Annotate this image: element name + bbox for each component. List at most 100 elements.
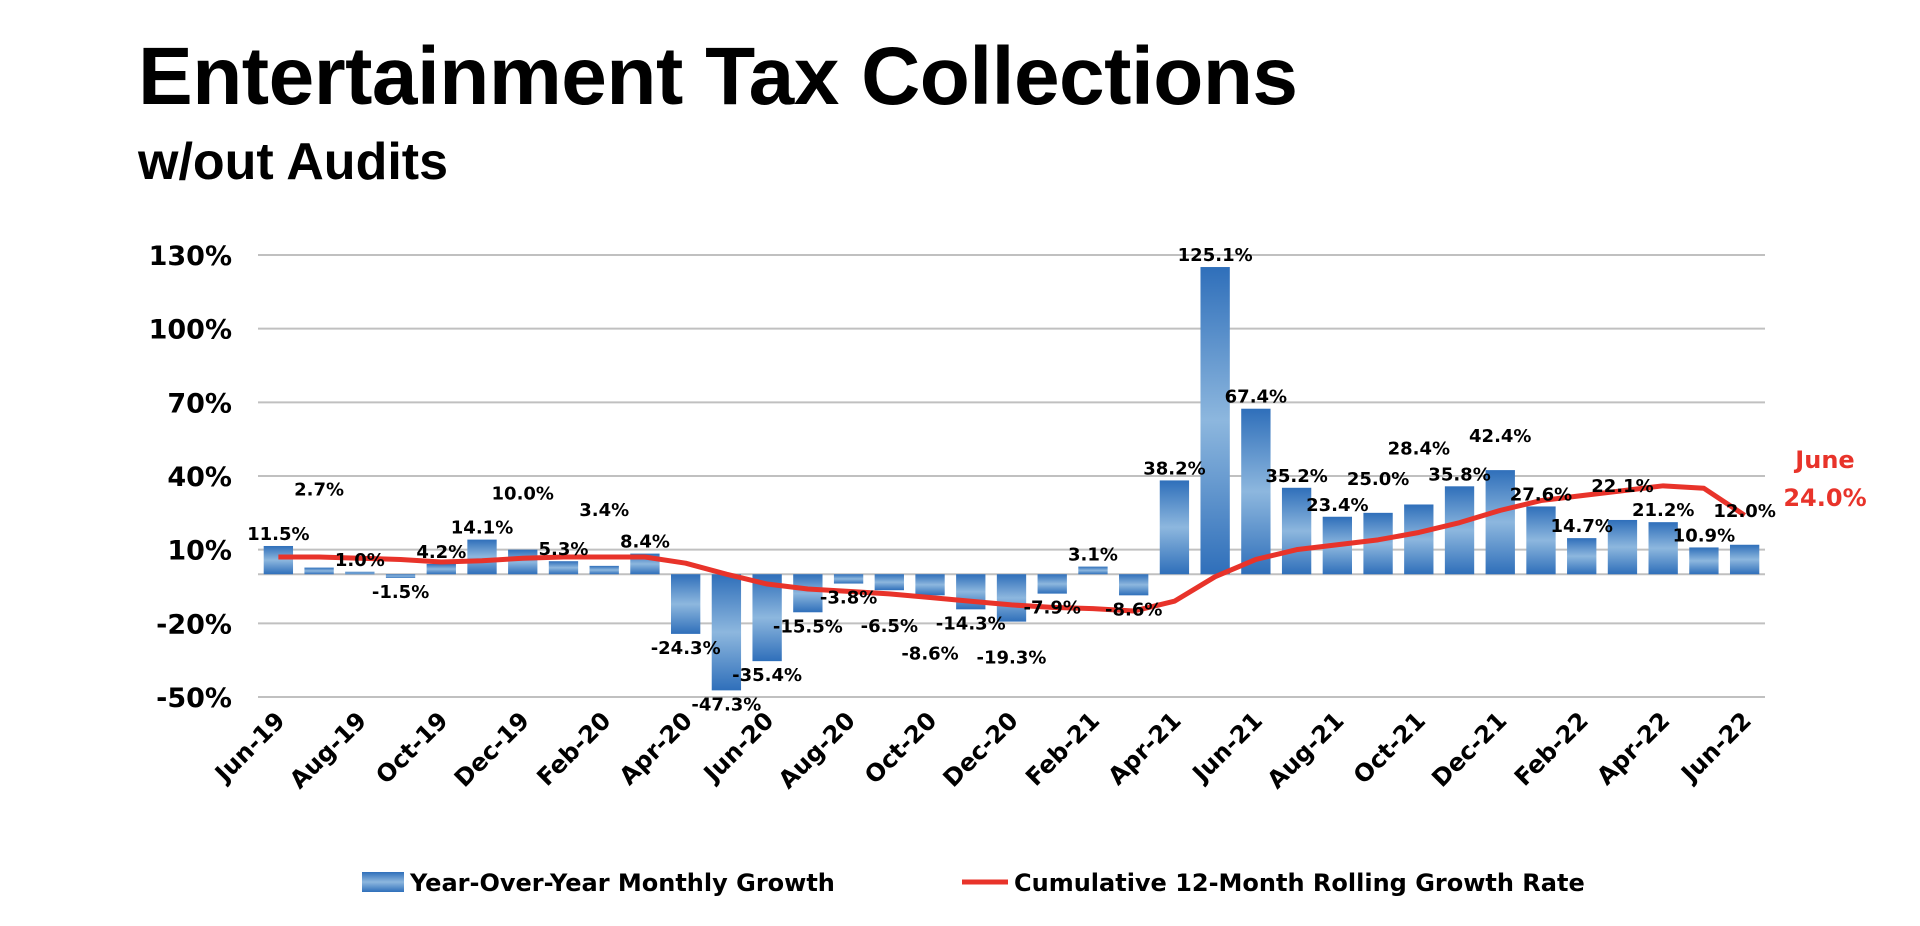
legend: Year-Over-Year Monthly Growth Cumulative…: [362, 869, 1585, 897]
bar-May-22: [1689, 547, 1719, 575]
bar-Feb-20: [589, 565, 619, 575]
bar-Mar-22: [1607, 519, 1638, 575]
data-label: 10.0%: [492, 484, 554, 505]
legend-bar-swatch: [362, 872, 404, 892]
data-label: -8.6%: [901, 643, 958, 664]
bar-Oct-20: [915, 574, 945, 596]
x-tick-label: Aug-19: [284, 706, 372, 794]
x-tick-label: Apr-22: [1591, 706, 1675, 790]
legend-bar-label: Year-Over-Year Monthly Growth: [409, 869, 835, 897]
x-tick-label: Feb-21: [1020, 706, 1105, 791]
data-label: 3.4%: [579, 500, 629, 521]
data-label: 35.2%: [1265, 466, 1327, 487]
x-tick-label: Jun-21: [1186, 706, 1268, 788]
y-tick-label: 10%: [167, 536, 232, 567]
data-label: 35.8%: [1428, 464, 1490, 485]
data-label: 42.4%: [1469, 426, 1531, 447]
data-label: -19.3%: [977, 648, 1047, 669]
bar-Jan-22: [1526, 506, 1556, 575]
annotation-month: June: [1793, 446, 1854, 474]
bar-Apr-21: [1159, 480, 1190, 575]
data-label: 22.1%: [1591, 476, 1653, 497]
data-label: 8.4%: [620, 532, 670, 553]
y-tick-label: -20%: [156, 609, 232, 640]
data-label: 67.4%: [1225, 387, 1287, 408]
bar-Dec-19: [508, 549, 538, 575]
bar-May-21: [1200, 267, 1230, 575]
bar-Oct-21: [1404, 504, 1434, 575]
data-label: -35.4%: [732, 665, 802, 686]
bar-Nov-21: [1444, 486, 1475, 575]
data-label: 14.1%: [451, 518, 513, 539]
x-tick-label: Dec-20: [938, 706, 1024, 792]
data-label: 21.2%: [1632, 500, 1694, 521]
bar-May-20: [711, 574, 742, 691]
x-tick-label: Oct-20: [859, 706, 942, 789]
bar-Mar-21: [1119, 574, 1149, 596]
annotation-value: 24.0%: [1783, 484, 1866, 512]
bar-Dec-21: [1485, 470, 1515, 575]
data-label: 11.5%: [247, 524, 309, 545]
bar-Jul-21: [1281, 487, 1312, 575]
rolling-growth-line: [278, 483, 1747, 614]
bar-Oct-19: [426, 563, 456, 575]
data-label: 1.0%: [335, 550, 385, 571]
bar-Jul-20: [793, 574, 823, 613]
bar-Aug-19: [345, 571, 375, 575]
bar-Jul-19: [304, 567, 334, 575]
x-tick-label: Jun-19: [208, 706, 290, 788]
x-tick-label: Dec-21: [1426, 706, 1512, 792]
x-tick-label: Apr-21: [1103, 706, 1187, 790]
bar-Jan-20: [548, 561, 579, 575]
x-tick-label: Oct-19: [370, 706, 453, 789]
chart-subtitle: w/out Audits: [138, 133, 449, 191]
bar-Sep-20: [874, 574, 904, 591]
x-tick-label: Feb-20: [531, 706, 616, 791]
x-tick-label: Dec-19: [449, 706, 535, 792]
data-label: 2.7%: [294, 480, 344, 501]
data-label: 14.7%: [1550, 516, 1612, 537]
data-label: 23.4%: [1306, 495, 1368, 516]
data-label: 5.3%: [539, 539, 589, 560]
data-label: 28.4%: [1388, 438, 1450, 459]
chart-title: Entertainment Tax Collections: [138, 31, 1298, 122]
data-label: -1.5%: [372, 582, 429, 603]
data-label: 10.9%: [1673, 525, 1735, 546]
y-tick-label: 40%: [167, 462, 232, 493]
x-tick-label: Aug-20: [773, 706, 861, 794]
data-label: -8.6%: [1105, 599, 1162, 620]
bar-Nov-19: [467, 539, 497, 575]
x-tick-label: Jun-22: [1675, 706, 1757, 788]
data-label: -7.9%: [1024, 598, 1081, 619]
bar-Feb-22: [1567, 538, 1597, 575]
data-label: -24.3%: [651, 638, 721, 659]
bar-Jun-19: [263, 545, 294, 575]
data-label: 38.2%: [1143, 458, 1205, 479]
bar-Aug-20: [833, 574, 864, 584]
data-label: -14.3%: [936, 613, 1006, 634]
bar-Apr-20: [670, 574, 701, 634]
x-tick-label: Aug-21: [1262, 706, 1350, 794]
data-label: -6.5%: [861, 616, 918, 637]
x-tick-label: Feb-22: [1509, 706, 1594, 791]
bar-Jun-21: [1241, 408, 1271, 575]
y-tick-label: 70%: [167, 388, 232, 419]
data-label: 27.6%: [1510, 484, 1572, 505]
data-label: 125.1%: [1178, 245, 1253, 266]
data-label: 25.0%: [1347, 469, 1409, 490]
bar-Jan-21: [1037, 574, 1067, 594]
bar-Apr-22: [1648, 522, 1678, 575]
legend-line-label: Cumulative 12-Month Rolling Growth Rate: [1014, 869, 1585, 897]
x-tick-label: Jun-20: [697, 706, 779, 788]
bar-Jun-20: [752, 574, 782, 662]
x-tick-label: Apr-20: [614, 706, 698, 790]
bar-Dec-20: [996, 574, 1027, 622]
y-tick-label: 130%: [149, 241, 232, 272]
x-tick-label: Oct-21: [1348, 706, 1431, 789]
bar-Jun-22: [1729, 544, 1760, 575]
data-label: -3.8%: [820, 588, 877, 609]
data-label: -15.5%: [773, 616, 843, 637]
data-label: 4.2%: [416, 542, 466, 563]
bar-Sep-19: [385, 574, 416, 578]
